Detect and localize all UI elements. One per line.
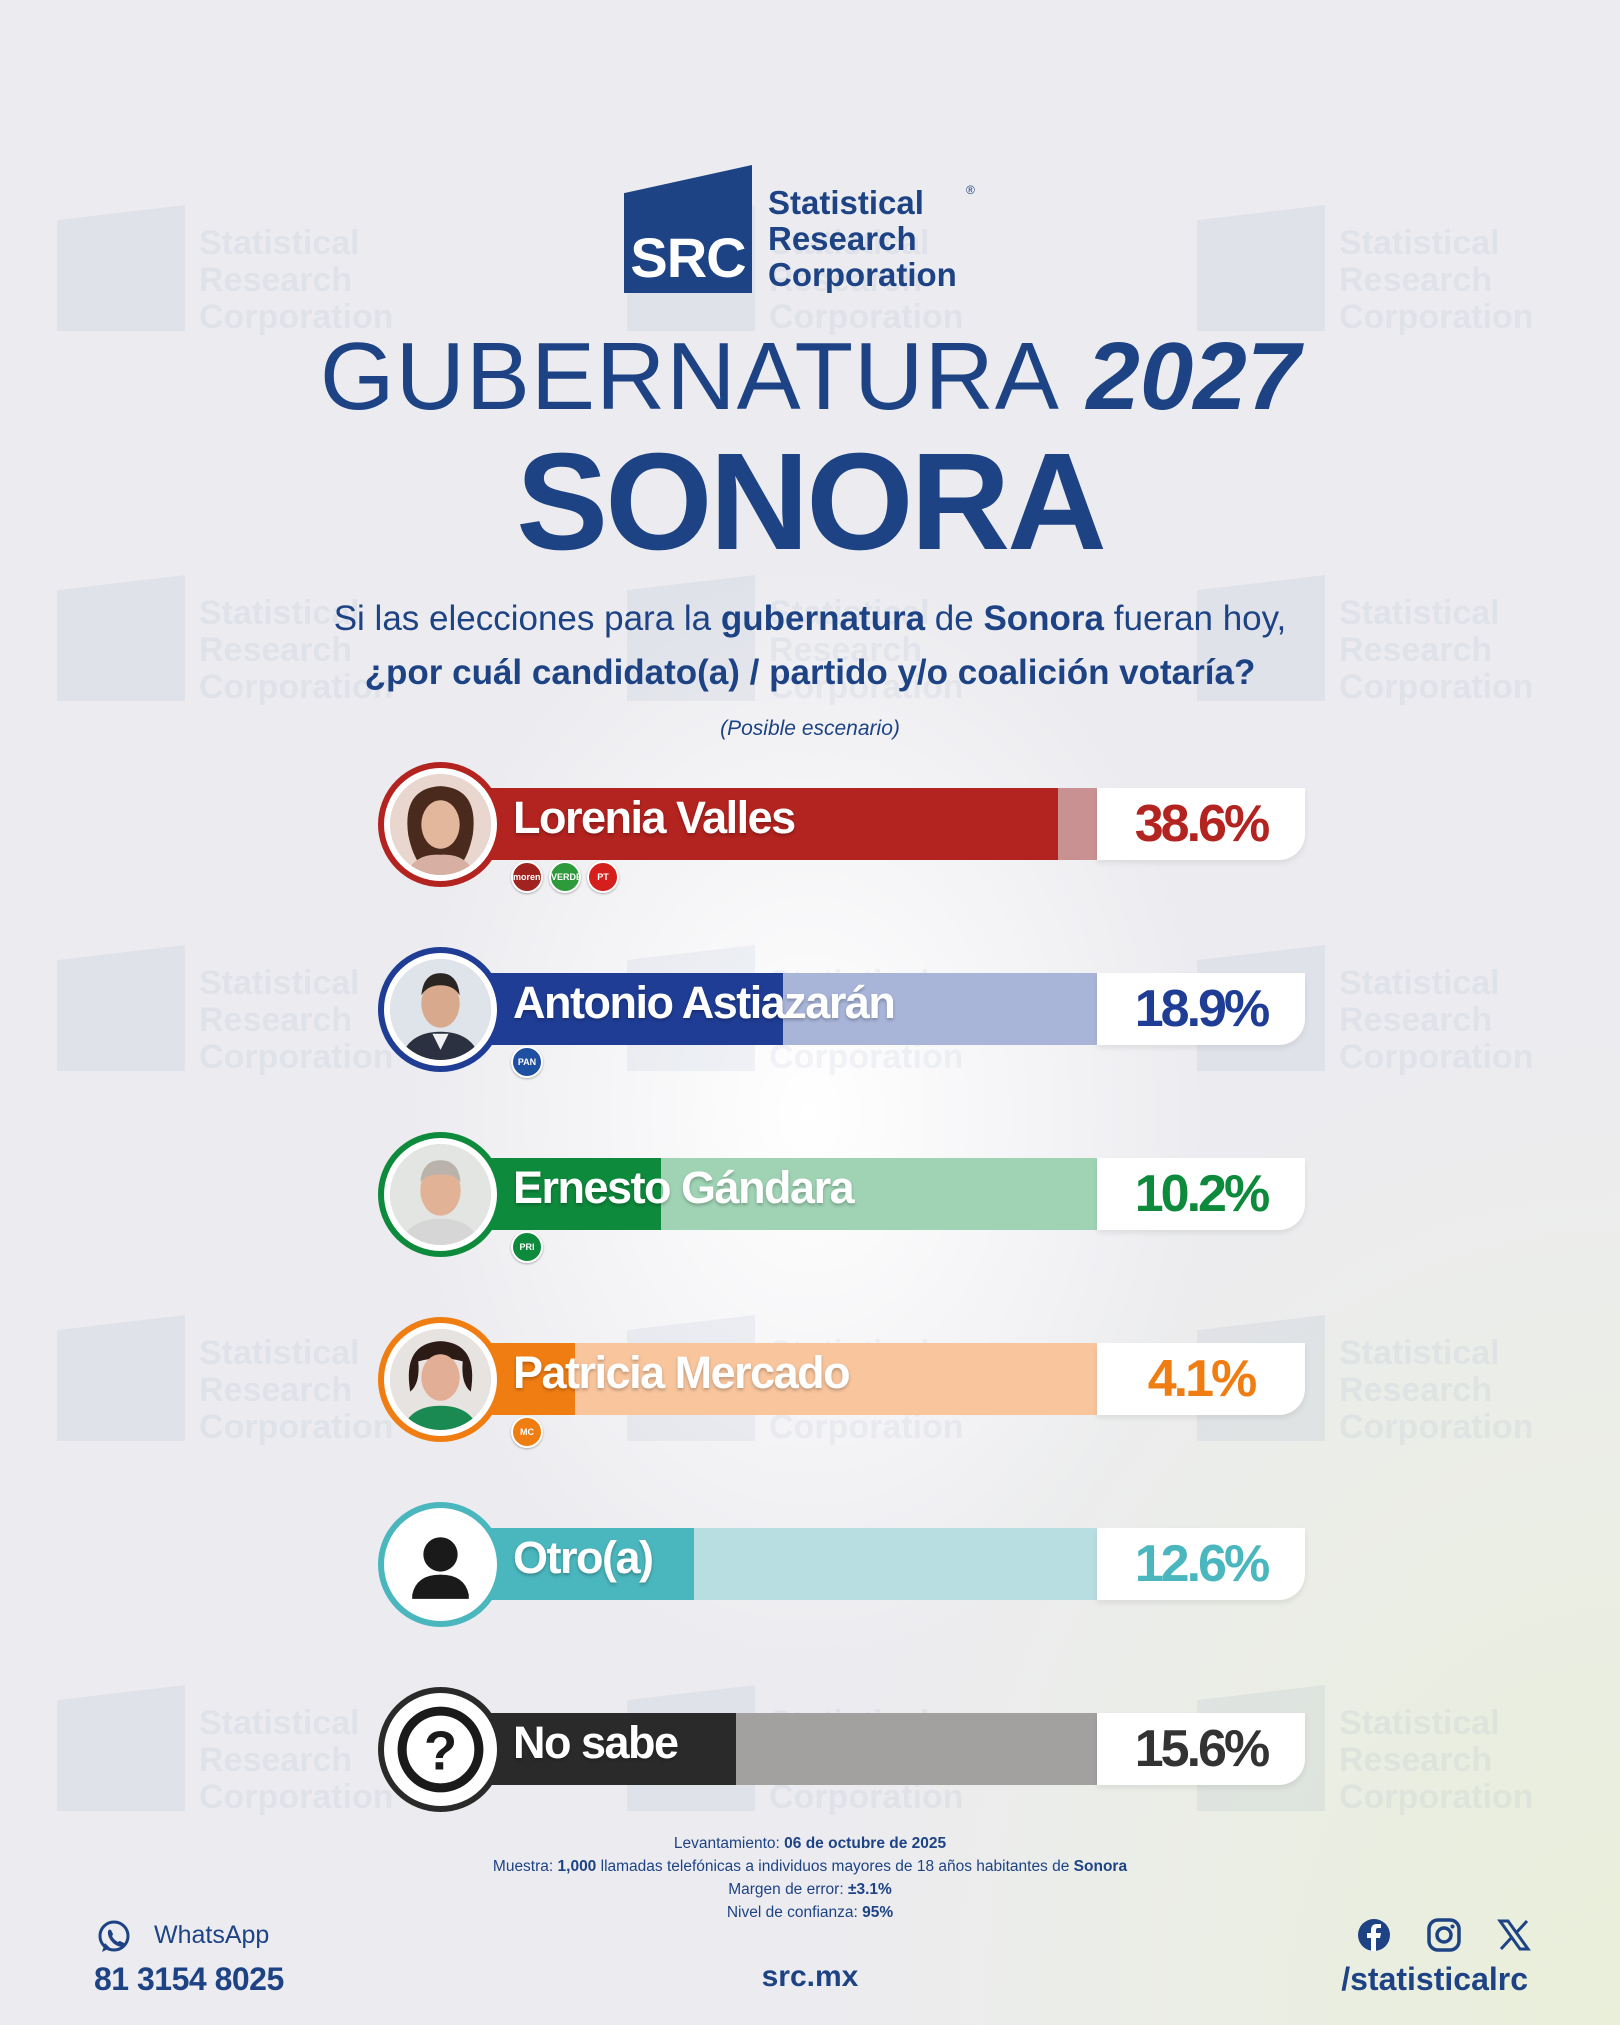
whatsapp-icon (98, 1920, 130, 1952)
candidate-avatar (378, 1502, 503, 1627)
party-logo-pri: PRI (511, 1231, 543, 1263)
value-box: 10.2% (1097, 1158, 1305, 1230)
party-logo-mc: MC (511, 1416, 543, 1448)
candidate-avatar: ? (378, 1687, 503, 1812)
social-handle[interactable]: /statisticalrc (1341, 1961, 1528, 1997)
category-label: Lorenia Valles (513, 792, 796, 843)
party-logo-morena: morena (511, 861, 543, 893)
value-box: 12.6% (1097, 1528, 1305, 1600)
party-logo-verde: VERDE (549, 861, 581, 893)
state-title: SONORA (516, 425, 1107, 579)
data-label: 10.2% (1134, 1165, 1270, 1223)
bar-row: 18.9% Antonio Astiazarán PAN (378, 947, 1305, 1078)
value-box: 18.9% (1097, 973, 1305, 1045)
x-icon[interactable] (1496, 1917, 1532, 1953)
candidate-avatar (378, 947, 503, 1072)
data-label: 38.6% (1134, 795, 1270, 853)
party-logo-pt: PT (587, 861, 619, 893)
bar-track: 18.9% (438, 973, 1418, 1045)
category-label: Ernesto Gándara (513, 1162, 855, 1213)
bar-row: 15.6% No sabe? (378, 1687, 1305, 1812)
party-logos: PRI (511, 1231, 543, 1263)
value-box: 38.6% (1097, 788, 1305, 860)
party-logos: MC (511, 1416, 543, 1448)
value-box: 15.6% (1097, 1713, 1305, 1785)
category-label: Otro(a) (513, 1532, 654, 1583)
data-label: 4.1% (1147, 1350, 1258, 1408)
category-label: Patricia Mercado (513, 1347, 851, 1398)
svg-text:?: ? (424, 1721, 457, 1782)
bar-row: 12.6% Otro(a) (378, 1502, 1305, 1627)
candidate-avatar (378, 1317, 503, 1442)
bar-track: 38.6% (438, 788, 1418, 860)
bar-row: 4.1% Patricia Mercado MC (378, 1317, 1305, 1448)
registered-mark: ® (966, 183, 975, 197)
party-logos: morena VERDE PT (511, 861, 619, 893)
survey-question: Si las elecciones para la gubernatura de… (333, 599, 1287, 692)
page-title: GUBERNATURA 2027 (319, 323, 1301, 430)
methodology-note: Levantamiento: 06 de octubre de 2025 Mue… (492, 1835, 1128, 1921)
category-label: No sabe (513, 1717, 679, 1768)
party-logos: PAN (511, 1046, 543, 1078)
logo-name: Statistical Research Corporation (768, 184, 957, 293)
data-label: 12.6% (1134, 1535, 1270, 1593)
candidate-avatar (378, 762, 503, 887)
party-logo-pan: PAN (511, 1046, 543, 1078)
candidate-avatar (378, 1132, 503, 1257)
website-link[interactable]: src.mx (761, 1960, 859, 1993)
bar (438, 788, 1058, 860)
scenario-note: (Posible escenario) (720, 717, 900, 740)
whatsapp-contact[interactable]: WhatsApp 81 3154 8025 (94, 1915, 394, 2005)
data-label: 18.9% (1134, 980, 1270, 1038)
whatsapp-label: WhatsApp (154, 1921, 270, 1949)
instagram-icon[interactable] (1426, 1917, 1462, 1953)
bar-row: 38.6% Lorenia Valles morena VERDE PT (378, 762, 1305, 893)
facebook-icon[interactable] (1356, 1917, 1392, 1953)
data-label: 15.6% (1134, 1720, 1270, 1778)
logo-abbr: SRC (630, 226, 746, 289)
bar-row: 10.2% Ernesto Gándara PRI (378, 1132, 1305, 1263)
social-links: /statisticalrc (1341, 1915, 1556, 2005)
src-logo: SRC Statistical Research Corporation ® (624, 165, 1004, 301)
category-label: Antonio Astiazarán (513, 977, 896, 1028)
value-box: 4.1% (1097, 1343, 1305, 1415)
whatsapp-number[interactable]: 81 3154 8025 (94, 1961, 284, 1997)
